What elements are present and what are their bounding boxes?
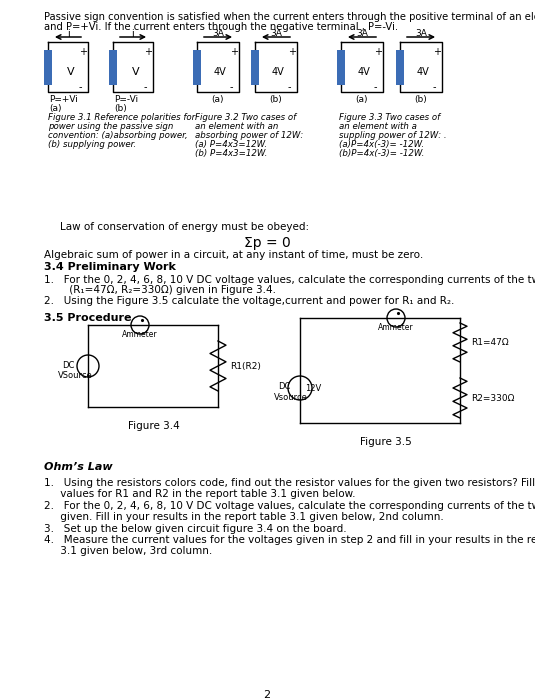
Text: convention: (a)absorbing power,: convention: (a)absorbing power, xyxy=(48,131,188,140)
Text: suppling power of 12W: .: suppling power of 12W: . xyxy=(339,131,447,140)
Text: (b) P=4x3=12W.: (b) P=4x3=12W. xyxy=(195,149,268,158)
Text: +: + xyxy=(433,47,441,57)
Text: Σp = 0: Σp = 0 xyxy=(243,236,291,250)
Text: 4V: 4V xyxy=(213,67,226,77)
Text: i: i xyxy=(132,29,134,39)
Text: i: i xyxy=(67,29,70,39)
Text: Figure 3.4: Figure 3.4 xyxy=(128,421,180,431)
Text: 2.   Using the Figure 3.5 calculate the voltage,current and power for R₁ and R₂.: 2. Using the Figure 3.5 calculate the vo… xyxy=(44,296,454,306)
Text: 2: 2 xyxy=(263,690,271,700)
Bar xyxy=(109,50,117,85)
Text: Figure 3.2 Two cases of: Figure 3.2 Two cases of xyxy=(195,113,296,122)
Text: DC: DC xyxy=(278,382,291,391)
Text: Figure 3.1 Reference polarities for: Figure 3.1 Reference polarities for xyxy=(48,113,195,122)
Bar xyxy=(44,50,52,85)
Text: 1.   For the 0, 2, 4, 6, 8, 10 V DC voltage values, calculate the corresponding : 1. For the 0, 2, 4, 6, 8, 10 V DC voltag… xyxy=(44,275,535,285)
Text: 2.   For the 0, 2, 4, 6, 8, 10 V DC voltage values, calculate the corresponding : 2. For the 0, 2, 4, 6, 8, 10 V DC voltag… xyxy=(44,501,535,511)
Text: +: + xyxy=(374,47,382,57)
Text: V: V xyxy=(67,67,75,77)
Text: +: + xyxy=(288,47,296,57)
Text: absorbing power of 12W:: absorbing power of 12W: xyxy=(195,131,303,140)
Text: 3.4 Preliminary Work: 3.4 Preliminary Work xyxy=(44,262,176,272)
Text: 3A: 3A xyxy=(356,29,368,38)
Text: (b)P=4x(-3)= -12W.: (b)P=4x(-3)= -12W. xyxy=(339,149,424,158)
Text: (a): (a) xyxy=(49,104,62,113)
Text: -: - xyxy=(288,82,292,92)
Text: Passive sign convention is satisfied when the current enters through the positiv: Passive sign convention is satisfied whe… xyxy=(44,12,535,22)
Bar xyxy=(251,50,259,85)
Text: +: + xyxy=(230,47,238,57)
Text: -: - xyxy=(433,82,437,92)
Text: R2=330Ω: R2=330Ω xyxy=(471,394,514,403)
Text: (R₁=47Ω, R₂=330Ω) given in Figure 3.4.: (R₁=47Ω, R₂=330Ω) given in Figure 3.4. xyxy=(53,285,276,295)
Text: Ohm’s Law: Ohm’s Law xyxy=(44,462,113,472)
Text: 4.   Measure the current values for the voltages given in step 2 and fill in you: 4. Measure the current values for the vo… xyxy=(44,535,535,545)
Bar xyxy=(396,50,404,85)
Text: power using the passive sign: power using the passive sign xyxy=(48,122,173,131)
Text: 3A: 3A xyxy=(212,29,224,38)
Text: 3.   Set up the below given circuit figure 3.4 on the board.: 3. Set up the below given circuit figure… xyxy=(44,524,347,534)
Text: (a): (a) xyxy=(212,95,224,104)
Text: 4V: 4V xyxy=(357,67,370,77)
Text: values for R1 and R2 in the report table 3.1 given below.: values for R1 and R2 in the report table… xyxy=(44,489,355,499)
Text: an element with a: an element with a xyxy=(339,122,417,131)
Text: VSource: VSource xyxy=(58,371,93,380)
Text: an element with an: an element with an xyxy=(195,122,278,131)
Text: P=+Vi: P=+Vi xyxy=(49,95,78,104)
Text: 3.5 Procedure: 3.5 Procedure xyxy=(44,313,132,323)
Text: Algebraic sum of power in a circuit, at any instant of time, must be zero.: Algebraic sum of power in a circuit, at … xyxy=(44,250,423,260)
Text: -: - xyxy=(374,82,378,92)
Text: Figure 3.5: Figure 3.5 xyxy=(360,437,412,447)
Text: Figure 3.3 Two cases of: Figure 3.3 Two cases of xyxy=(339,113,440,122)
Text: -: - xyxy=(230,82,233,92)
Text: P=-Vi: P=-Vi xyxy=(114,95,138,104)
Text: (a) P=4x3=12W.: (a) P=4x3=12W. xyxy=(195,140,267,149)
Text: -: - xyxy=(144,82,148,92)
Text: R1(R2): R1(R2) xyxy=(230,362,261,371)
Text: and P=+Vi. If the current enters through the negative terminal , P=-Vi.: and P=+Vi. If the current enters through… xyxy=(44,22,398,32)
Text: (b): (b) xyxy=(114,104,127,113)
Text: 3.1 given below, 3rd column.: 3.1 given below, 3rd column. xyxy=(44,546,212,556)
Bar xyxy=(337,50,345,85)
Text: given. Fill in your results in the report table 3.1 given below, 2nd column.: given. Fill in your results in the repor… xyxy=(44,512,444,522)
Text: DC: DC xyxy=(62,361,74,370)
Text: Law of conservation of energy must be obeyed:: Law of conservation of energy must be ob… xyxy=(60,222,309,232)
Text: Ammeter: Ammeter xyxy=(378,323,414,332)
Text: 4V: 4V xyxy=(272,67,285,77)
Text: V: V xyxy=(132,67,140,77)
Text: 12V: 12V xyxy=(305,384,321,393)
Text: (b): (b) xyxy=(415,95,427,104)
Text: 3A: 3A xyxy=(270,29,282,38)
Text: 4V: 4V xyxy=(417,67,430,77)
Text: 1.   Using the resistors colors code, find out the resistor values for the given: 1. Using the resistors colors code, find… xyxy=(44,478,535,488)
Text: (b) supplying power.: (b) supplying power. xyxy=(48,140,136,149)
Text: (a)P=4x(-3)= -12W.: (a)P=4x(-3)= -12W. xyxy=(339,140,424,149)
Text: (b): (b) xyxy=(270,95,282,104)
Text: Ammeter: Ammeter xyxy=(122,330,158,339)
Text: (a): (a) xyxy=(356,95,368,104)
Text: -: - xyxy=(79,82,82,92)
Text: 3A: 3A xyxy=(415,29,427,38)
Text: +: + xyxy=(79,47,87,57)
Text: Vsource: Vsource xyxy=(274,393,308,402)
Text: R1=47Ω: R1=47Ω xyxy=(471,338,509,347)
Text: +: + xyxy=(144,47,152,57)
Bar xyxy=(193,50,201,85)
